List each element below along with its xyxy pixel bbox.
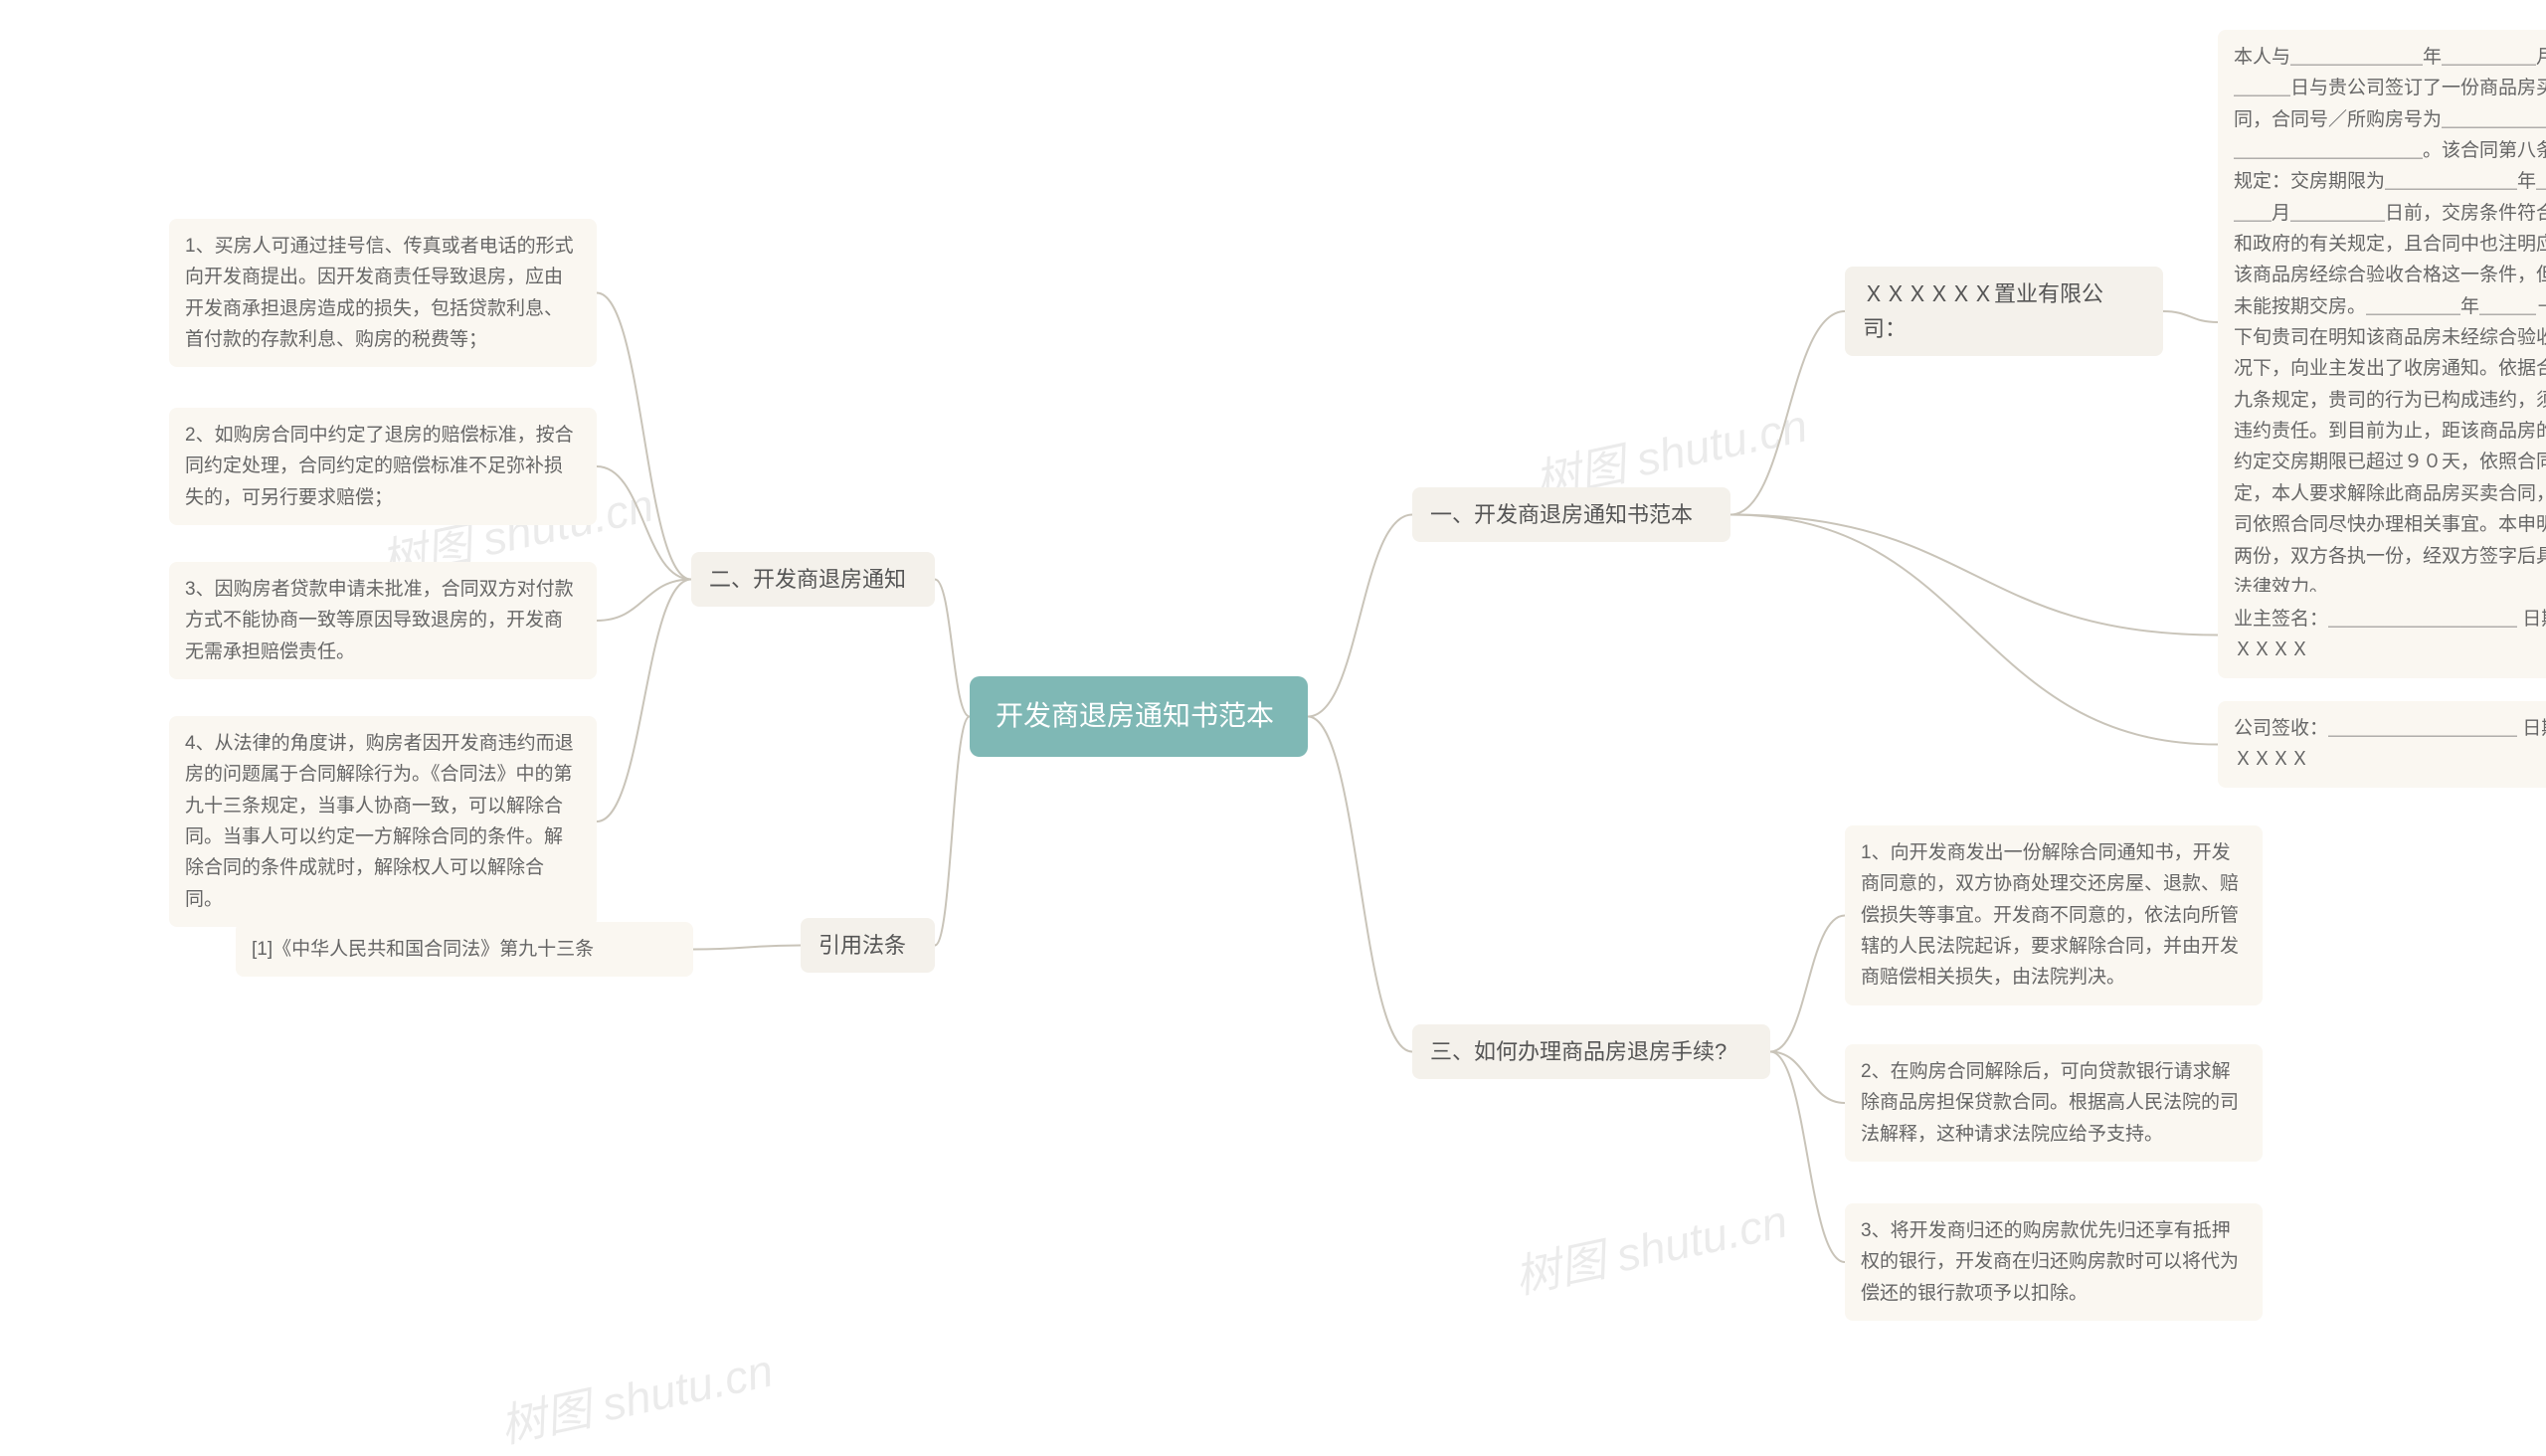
watermark: 树图 shutu.cn (493, 1335, 778, 1456)
leaf-procedure-3: 3、将开发商归还的购房款优先归还享有抵押权的银行，开发商在归还购房款时可以将代为… (1845, 1203, 2263, 1321)
leaf-company-receipt: 公司签收：＿＿＿＿＿＿＿＿＿＿ 日期：ＸＸＸＸＸ (2218, 701, 2546, 788)
leaf-notice-method-2: 2、如购房合同中约定了退房的赔偿标准，按合同约定处理，合同约定的赔偿标准不足弥补… (169, 408, 597, 525)
leaf-company-name: ＸＸＸＸＸＸ置业有限公司： (1845, 267, 2163, 356)
watermark: 树图 shutu.cn (1508, 1185, 1792, 1308)
leaf-law-reference: [1]《中华人民共和国合同法》第九十三条 (236, 922, 693, 977)
leaf-procedure-1: 1、向开发商发出一份解除合同通知书，开发商同意的，双方协商处理交还房屋、退款、赔… (1845, 825, 2263, 1005)
mindmap-root: 开发商退房通知书范本 (970, 676, 1308, 757)
branch-section-1: 一、开发商退房通知书范本 (1412, 487, 1730, 542)
branch-section-2: 二、开发商退房通知 (691, 552, 935, 607)
leaf-notice-method-1: 1、买房人可通过挂号信、传真或者电话的形式向开发商提出。因开发商责任导致退房，应… (169, 219, 597, 367)
leaf-notice-method-4: 4、从法律的角度讲，购房者因开发商违约而退房的问题属于合同解除行为。《合同法》中… (169, 716, 597, 927)
leaf-owner-signature: 业主签名：＿＿＿＿＿＿＿＿＿＿ 日期：ＸＸＸＸＸ (2218, 592, 2546, 678)
leaf-notice-body: 本人与＿＿＿＿＿＿＿年＿＿＿＿＿月＿＿＿＿＿日与贵公司签订了一份商品房买卖合同，… (2218, 30, 2546, 615)
branch-references: 引用法条 (801, 918, 935, 973)
leaf-procedure-2: 2、在购房合同解除后，可向贷款银行请求解除商品房担保贷款合同。根据高人民法院的司… (1845, 1044, 2263, 1162)
leaf-notice-method-3: 3、因购房者贷款申请未批准，合同双方对付款方式不能协商一致等原因导致退房的，开发… (169, 562, 597, 679)
branch-section-3: 三、如何办理商品房退房手续? (1412, 1024, 1770, 1079)
